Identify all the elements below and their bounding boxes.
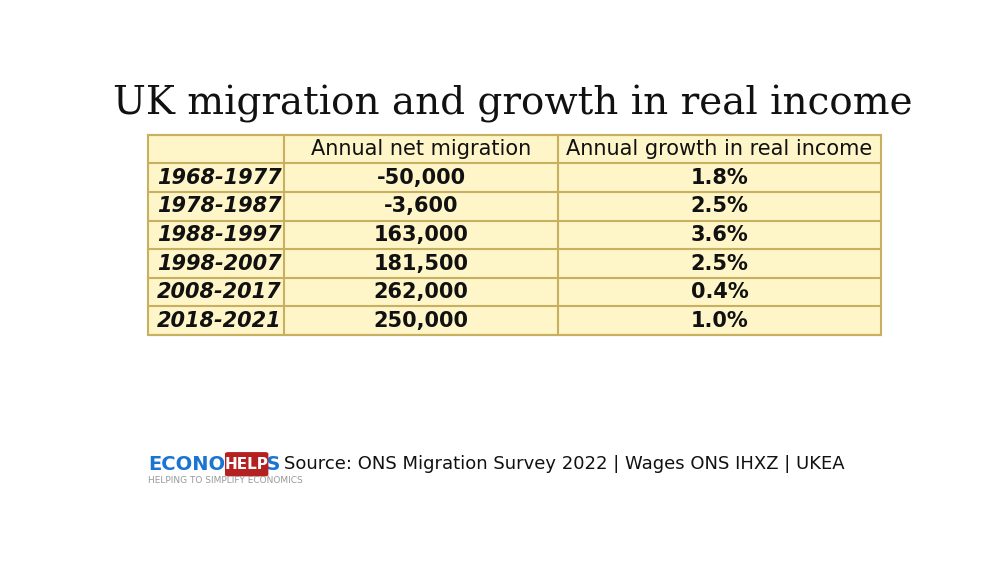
Text: 1.8%: 1.8% (691, 168, 748, 187)
Text: Annual net migration: Annual net migration (311, 139, 531, 159)
Text: 2008-2017: 2008-2017 (157, 282, 282, 302)
FancyBboxPatch shape (225, 452, 268, 476)
Text: Annual growth in real income: Annual growth in real income (566, 139, 873, 159)
Text: 0.4%: 0.4% (691, 282, 748, 302)
Text: 250,000: 250,000 (374, 311, 469, 330)
Text: Source: ONS Migration Survey 2022 | Wages ONS IHXZ | UKEA: Source: ONS Migration Survey 2022 | Wage… (284, 455, 844, 473)
Text: 1.0%: 1.0% (691, 311, 748, 330)
Text: 262,000: 262,000 (374, 282, 468, 302)
Text: 2.5%: 2.5% (691, 253, 748, 274)
Text: -50,000: -50,000 (376, 168, 466, 187)
Text: HELPING TO SIMPLIFY ECONOMICS: HELPING TO SIMPLIFY ECONOMICS (148, 476, 303, 485)
Text: -3,600: -3,600 (384, 196, 458, 216)
Text: 2018-2021: 2018-2021 (157, 311, 282, 330)
Text: •: • (224, 457, 233, 472)
Text: 3.6%: 3.6% (691, 225, 748, 245)
Text: UK migration and growth in real income: UK migration and growth in real income (113, 85, 912, 123)
Text: 1978-1987: 1978-1987 (157, 196, 282, 216)
Text: 1968-1977: 1968-1977 (157, 168, 282, 187)
Text: 2.5%: 2.5% (691, 196, 748, 216)
Text: 163,000: 163,000 (374, 225, 468, 245)
Text: 1998-2007: 1998-2007 (157, 253, 282, 274)
Bar (148, 135, 881, 335)
Text: 1988-1997: 1988-1997 (157, 225, 282, 245)
Text: HELP: HELP (225, 457, 269, 472)
Text: ECONOMICS: ECONOMICS (148, 455, 281, 473)
Text: 181,500: 181,500 (374, 253, 469, 274)
